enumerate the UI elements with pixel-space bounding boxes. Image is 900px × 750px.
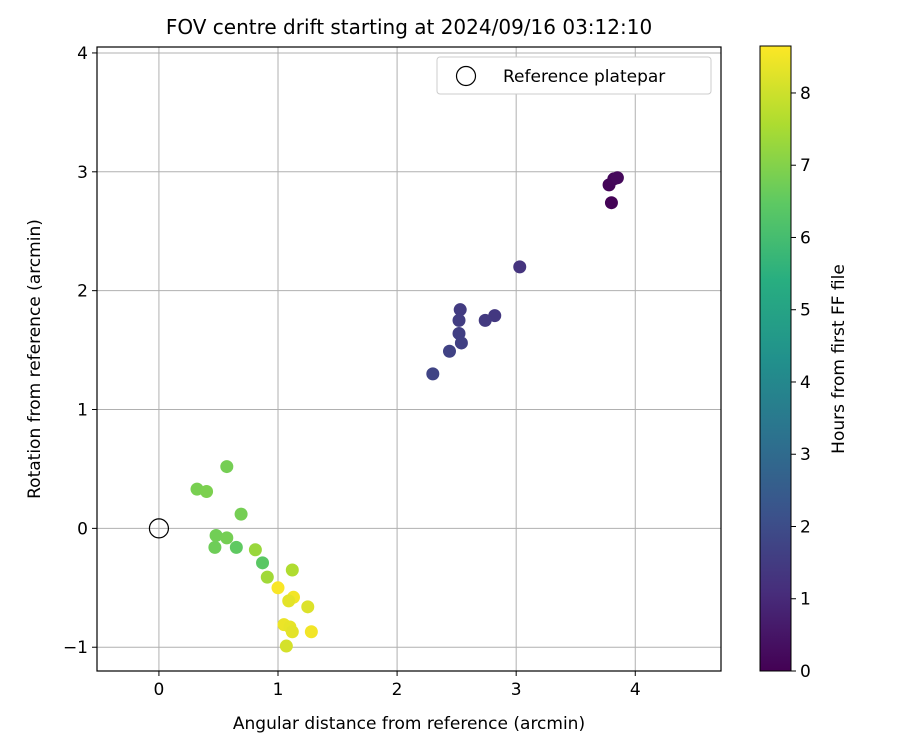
data-point xyxy=(209,529,223,543)
data-point xyxy=(282,594,296,608)
data-point xyxy=(610,171,624,185)
data-point xyxy=(248,543,262,557)
data-point xyxy=(285,625,299,639)
reference-platepar-marker xyxy=(148,518,170,539)
data-point xyxy=(279,639,293,653)
y-tick-label: 1 xyxy=(77,401,88,421)
data-point xyxy=(426,367,440,381)
legend: Reference platepar xyxy=(436,56,712,95)
data-points xyxy=(190,171,624,653)
data-point xyxy=(220,460,234,474)
chart-title: FOV centre drift starting at 2024/09/16 … xyxy=(166,15,652,39)
legend-marker-circle-icon xyxy=(455,65,477,87)
x-tick-label: 0 xyxy=(154,680,165,700)
y-tick-label: −1 xyxy=(63,638,88,658)
colorbar-tick-label: 6 xyxy=(800,228,811,248)
y-tick-label: 0 xyxy=(77,519,88,539)
plot-frame xyxy=(96,46,722,672)
data-point xyxy=(454,336,468,350)
grid-lines xyxy=(97,47,721,671)
x-tick-label: 2 xyxy=(392,680,403,700)
colorbar-label: Hours from first FF file xyxy=(829,264,849,454)
data-point xyxy=(271,581,285,595)
data-point xyxy=(478,313,492,327)
data-point xyxy=(260,570,274,584)
data-point xyxy=(285,563,299,577)
reference-marker-layer xyxy=(148,518,170,539)
y-tick-label: 3 xyxy=(77,163,88,183)
colorbar-ticks: 0 1 2 3 4 5 6 7 8 xyxy=(791,84,811,682)
data-point xyxy=(453,303,467,317)
data-point xyxy=(234,507,248,521)
colorbar-tick-label: 8 xyxy=(800,84,811,104)
y-axis-ticks: −1 0 1 2 3 4 xyxy=(63,44,97,658)
colorbar-tick-label: 2 xyxy=(800,517,811,537)
colorbar-tick-label: 4 xyxy=(800,373,811,393)
data-point xyxy=(220,531,234,545)
colorbar xyxy=(759,45,792,672)
x-tick-label: 3 xyxy=(511,680,522,700)
x-axis-label: Angular distance from reference (arcmin) xyxy=(233,714,585,734)
colorbar-tick-label: 1 xyxy=(800,590,811,610)
data-point xyxy=(208,540,222,554)
data-point xyxy=(442,344,456,358)
data-point xyxy=(452,313,466,327)
colorbar-tick-label: 5 xyxy=(800,301,811,321)
y-tick-label: 2 xyxy=(77,282,88,302)
y-tick-label: 4 xyxy=(77,44,88,64)
data-point xyxy=(513,260,527,274)
colorbar-tick-label: 0 xyxy=(800,662,811,682)
x-tick-label: 1 xyxy=(273,680,284,700)
legend-entry: Reference platepar xyxy=(503,67,665,87)
data-point xyxy=(301,600,315,614)
colorbar-tick-label: 7 xyxy=(800,156,811,176)
data-point xyxy=(256,556,270,570)
x-tick-label: 4 xyxy=(630,680,641,700)
colorbar-tick-label: 3 xyxy=(800,445,811,465)
y-axis-label: Rotation from reference (arcmin) xyxy=(25,219,45,499)
legend-box xyxy=(436,56,712,95)
data-point xyxy=(229,540,243,554)
data-point xyxy=(304,625,318,639)
data-point xyxy=(200,485,214,499)
x-axis-ticks: 0 1 2 3 4 xyxy=(154,671,641,700)
data-point xyxy=(604,196,618,210)
